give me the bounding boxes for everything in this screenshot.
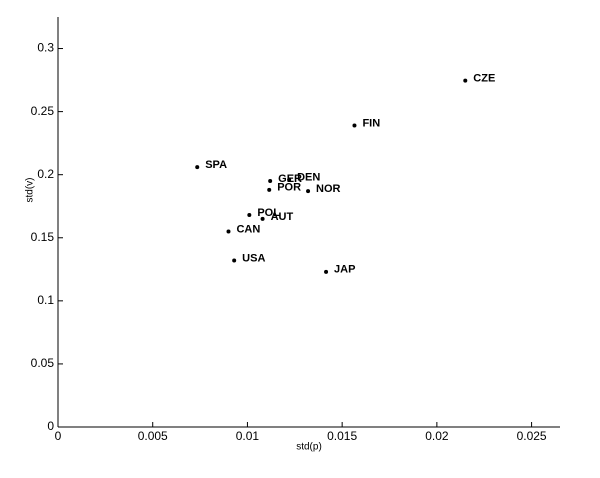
point-label: DEN xyxy=(297,172,320,184)
y-tick-label: 0.05 xyxy=(31,356,55,370)
point-label: POL xyxy=(257,207,280,219)
point xyxy=(226,229,231,234)
x-tick-label: 0.015 xyxy=(327,429,357,443)
y-tick-label: 0.2 xyxy=(37,167,54,181)
y-tick-label: 0.15 xyxy=(31,230,55,244)
y-tick-label: 0.1 xyxy=(37,293,54,307)
point-label: NOR xyxy=(316,183,341,195)
x-tick-label: 0.005 xyxy=(138,429,168,443)
point-label: FIN xyxy=(362,117,380,129)
point xyxy=(195,165,200,170)
x-tick-label: 0.01 xyxy=(236,429,260,443)
point xyxy=(463,78,468,83)
point xyxy=(287,177,292,182)
point xyxy=(268,179,273,183)
x-tick-label: 0 xyxy=(55,429,62,443)
point xyxy=(260,216,265,221)
point xyxy=(232,258,237,263)
x-tick-label: 0.02 xyxy=(425,429,449,443)
point-label: JAP xyxy=(334,264,355,276)
y-tick-label: 0.3 xyxy=(37,41,54,55)
point-label: USA xyxy=(242,252,265,264)
point-label: CZE xyxy=(473,72,495,84)
y-axis-label: std(v) xyxy=(25,178,36,203)
point-label: CAN xyxy=(236,223,260,235)
point xyxy=(306,189,311,194)
point xyxy=(324,269,329,274)
x-tick-label: 0.025 xyxy=(517,429,547,443)
point xyxy=(247,213,252,218)
y-tick-label: 0.25 xyxy=(31,104,55,118)
point-label: AUT xyxy=(271,211,294,223)
point-label: SPA xyxy=(205,159,227,171)
y-tick-label: 0 xyxy=(47,419,54,433)
point xyxy=(352,123,357,128)
point-label: POR xyxy=(277,182,301,194)
x-axis-label: std(p) xyxy=(296,442,322,453)
point xyxy=(267,187,272,192)
